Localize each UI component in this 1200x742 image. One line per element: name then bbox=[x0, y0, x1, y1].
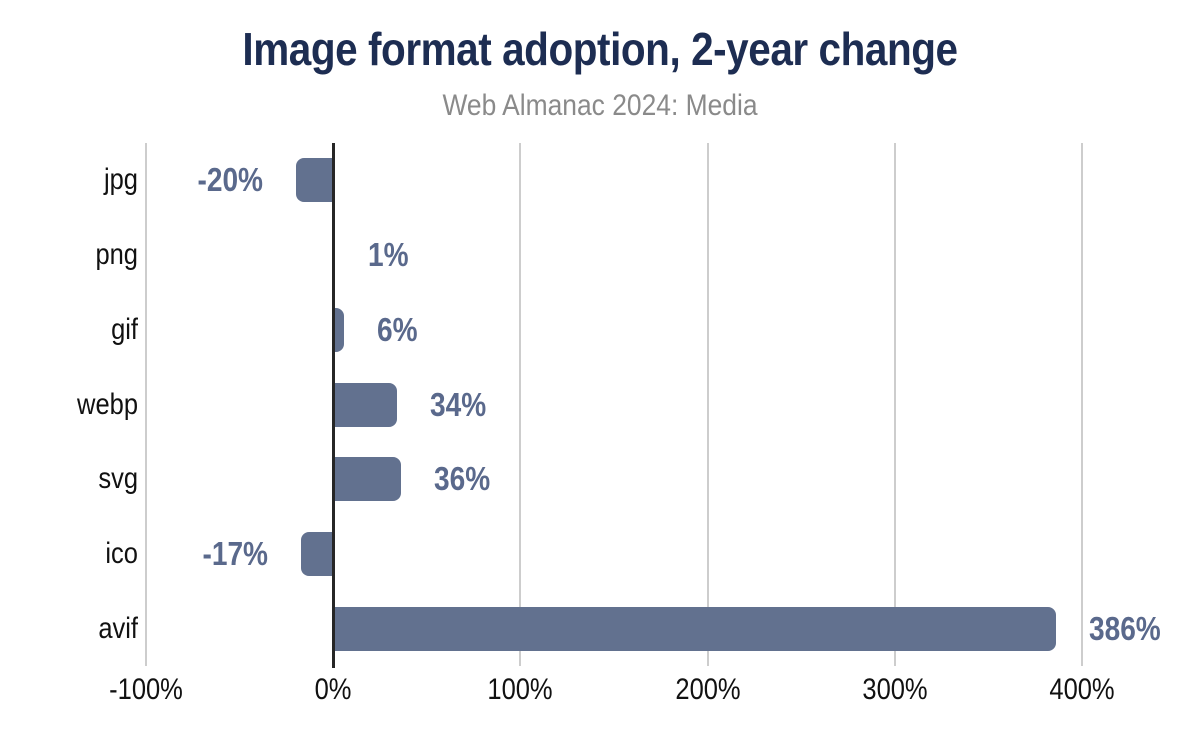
value-label: 36% bbox=[433, 460, 490, 498]
value-label: 1% bbox=[368, 236, 409, 274]
x-tick-label: 300% bbox=[862, 673, 928, 706]
x-tick-label: 100% bbox=[487, 673, 553, 706]
value-label: -17% bbox=[202, 534, 269, 572]
x-tick-label: 0% bbox=[314, 673, 352, 706]
chart-subtitle: Web Almanac 2024: Media bbox=[442, 89, 758, 122]
bar bbox=[295, 158, 334, 203]
bar bbox=[333, 457, 401, 502]
gridline bbox=[145, 143, 147, 666]
x-tick-label: -100% bbox=[109, 673, 183, 706]
category-label: png bbox=[95, 238, 138, 272]
value-label: -20% bbox=[197, 161, 263, 199]
category-label: svg bbox=[98, 462, 138, 496]
gridline bbox=[1081, 143, 1083, 666]
category-label: ico bbox=[105, 536, 138, 570]
chart-title: Image format adoption, 2-year change bbox=[242, 23, 958, 75]
value-label: 386% bbox=[1088, 609, 1161, 647]
bar bbox=[301, 531, 334, 576]
x-tick-label: 400% bbox=[1049, 673, 1115, 706]
category-label: avif bbox=[98, 611, 138, 645]
value-label: 34% bbox=[429, 385, 486, 423]
category-label: jpg bbox=[103, 163, 138, 197]
gridline bbox=[706, 143, 709, 666]
value-label: 6% bbox=[377, 310, 418, 348]
zero-axis-line bbox=[331, 143, 335, 668]
bar bbox=[333, 606, 1056, 651]
x-tick-label: 200% bbox=[674, 673, 741, 706]
gridline bbox=[519, 143, 522, 666]
category-label: gif bbox=[111, 312, 138, 346]
bar bbox=[333, 382, 397, 427]
gridline bbox=[893, 143, 896, 666]
category-label: webp bbox=[77, 387, 138, 421]
bar bbox=[333, 307, 345, 352]
